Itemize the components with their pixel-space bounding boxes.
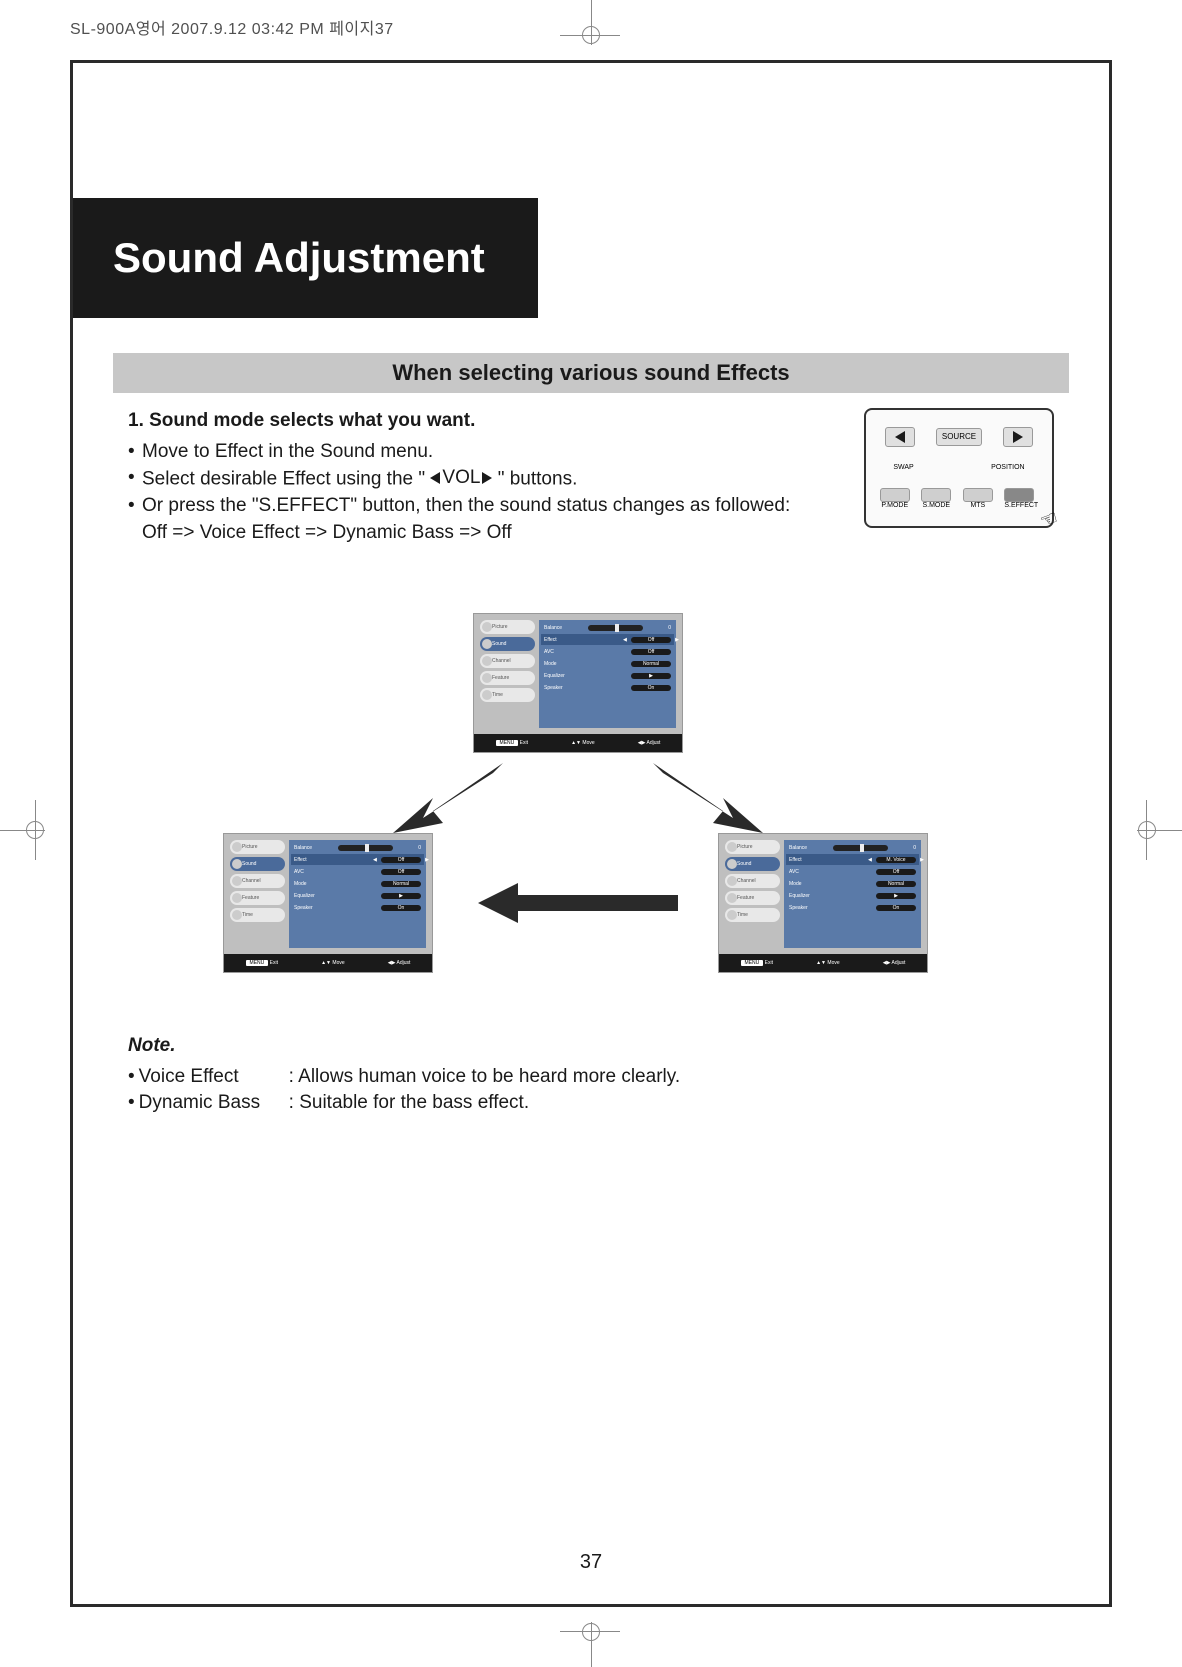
triangle-right-icon	[482, 472, 492, 484]
effect-value: Off	[381, 857, 421, 863]
note-section: Note. Voice Effect : Allows human voice …	[128, 1033, 680, 1117]
remote-right-arrow	[1003, 427, 1033, 447]
osd-tab-sound: Sound	[480, 637, 535, 651]
instruction-item: Or press the "S.EFFECT" button, then the…	[128, 493, 868, 546]
osd-screenshot-1: Picture Sound Channel Feature Time Balan…	[473, 613, 683, 753]
balance-slider	[588, 625, 643, 631]
vol-buttons-inline: VOL	[430, 465, 492, 492]
remote-source-button: SOURCE	[936, 428, 982, 446]
flow-arrow-downright	[653, 763, 763, 833]
crop-mark	[582, 1623, 600, 1641]
osd-tab-feature: Feature	[480, 671, 535, 685]
flow-arrow-downleft	[393, 763, 503, 833]
osd-tab-time: Time	[480, 688, 535, 702]
remote-control-diagram: SOURCE SWAP POSITION P.MODE S.MODE MTS S…	[864, 408, 1054, 528]
osd-screenshot-2: Picture Sound Channel Feature Time Balan…	[223, 833, 433, 973]
remote-label-position: POSITION	[991, 464, 1024, 471]
remote-label-swap: SWAP	[893, 464, 913, 471]
instructions-text: 1. Sound mode selects what you want. Mov…	[128, 408, 868, 546]
page-number: 37	[73, 1551, 1109, 1574]
pointing-hand-icon: ☜	[1036, 505, 1061, 535]
section-heading-bar: When selecting various sound Effects	[113, 353, 1069, 393]
section-heading: When selecting various sound Effects	[392, 360, 789, 386]
remote-mts-button	[963, 488, 993, 502]
osd-tab-picture: Picture	[480, 620, 535, 634]
page-frame: Sound Adjustment When selecting various …	[70, 60, 1112, 1607]
remote-seffect-button	[1004, 488, 1034, 502]
instruction-item: Select desirable Effect using the " VOL …	[128, 465, 868, 493]
effect-value: M. Voice	[876, 857, 916, 863]
print-header: SL-900A영어 2007.9.12 03:42 PM 페이지37	[70, 15, 394, 39]
instruction-item: Move to Effect in the Sound menu.	[128, 439, 868, 466]
note-heading: Note.	[128, 1033, 680, 1060]
effect-cycle-text: Off => Voice Effect => Dynamic Bass => O…	[142, 522, 512, 543]
step-heading: 1. Sound mode selects what you want.	[128, 408, 868, 435]
triangle-left-icon	[430, 472, 440, 484]
crop-mark	[1138, 821, 1156, 839]
page-title-block: Sound Adjustment	[73, 198, 538, 318]
crop-mark	[26, 821, 44, 839]
flow-arrow-left	[478, 883, 678, 923]
note-item: Dynamic Bass : Suitable for the bass eff…	[128, 1090, 680, 1117]
osd-tab-channel: Channel	[480, 654, 535, 668]
page-title: Sound Adjustment	[113, 234, 485, 282]
remote-pmode-button	[880, 488, 910, 502]
remote-smode-button	[921, 488, 951, 502]
remote-left-arrow	[885, 427, 915, 447]
effect-value: Off	[631, 637, 671, 643]
note-item: Voice Effect : Allows human voice to be …	[128, 1064, 680, 1091]
osd-screenshot-3: Picture Sound Channel Feature Time Balan…	[718, 833, 928, 973]
crop-mark	[582, 26, 600, 44]
